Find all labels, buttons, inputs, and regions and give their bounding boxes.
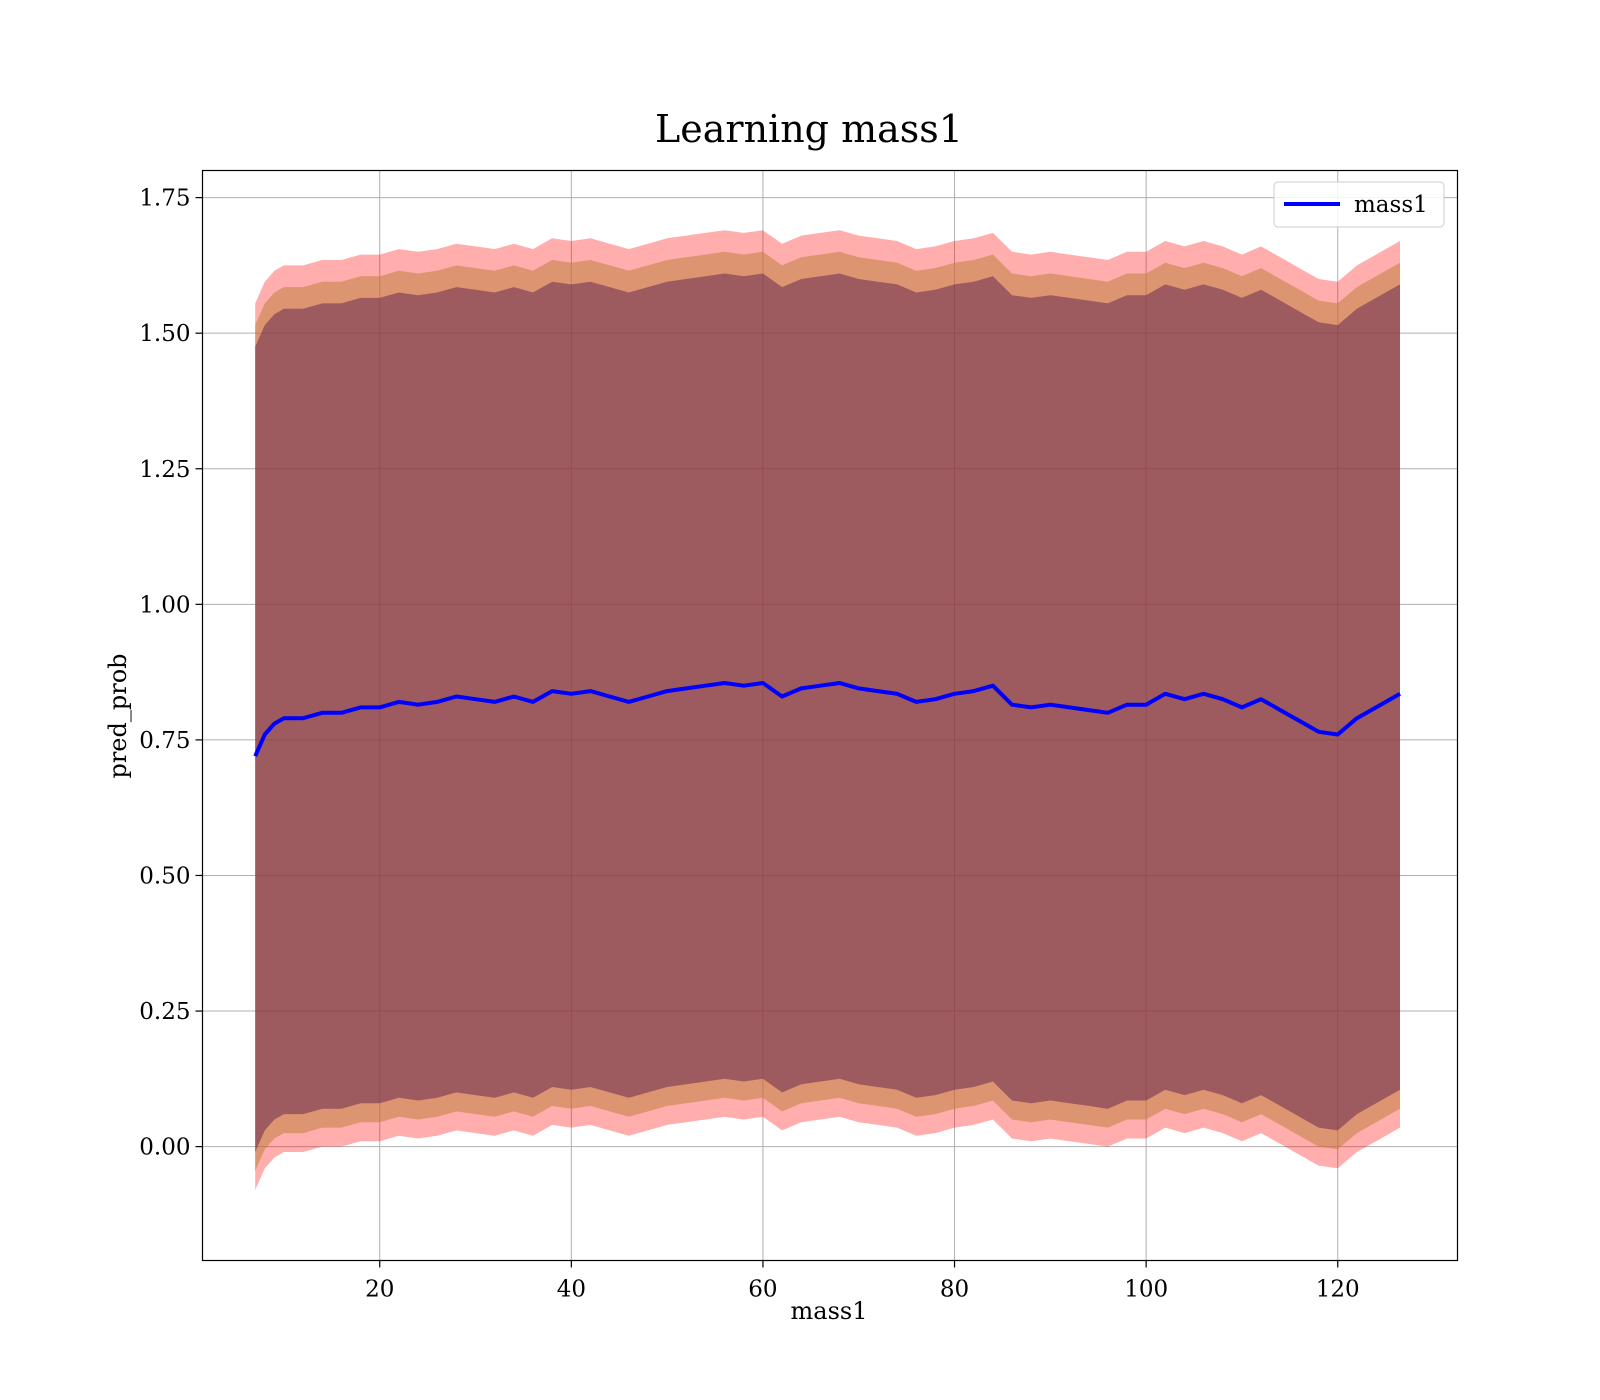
plot-frame [201,169,1459,1262]
x-tick-label: 80 [940,1277,969,1303]
x-tick-label: 40 [557,1277,586,1303]
x-tick-label: 60 [748,1277,777,1303]
x-axis-ticks: 20 40 60 80 100 120 [365,1260,1360,1303]
y-tick-label: 0.25 [139,999,190,1025]
series-line-mass1 [253,681,1401,758]
chart-title: Learning mass1 [655,107,963,151]
series-lines [253,681,1401,758]
confidence-bands [255,230,1401,1190]
y-tick-label: 0.75 [139,728,190,754]
legend-box [1273,181,1445,228]
y-tick-label: 1.50 [139,321,190,347]
y-tick-label: 1.00 [139,592,190,618]
y-axis-label: pred_prob [104,653,132,778]
y-tick-label: 1.25 [139,457,190,483]
band-inner [255,273,1401,1152]
x-tick-label: 120 [1316,1277,1360,1303]
legend-entry-mass1: mass1 [1354,192,1428,218]
x-tick-label: 20 [365,1277,394,1303]
y-axis-ticks: 0.00 0.25 0.50 0.75 1.00 1.25 1.50 1.75 [139,186,203,1161]
legend: mass1 [1273,181,1445,228]
y-tick-label: 1.75 [139,186,190,212]
y-tick-label: 0.00 [139,1135,190,1161]
y-tick-label: 0.50 [139,863,190,889]
x-axis-label: mass1 [791,1297,868,1325]
x-tick-label: 100 [1124,1277,1168,1303]
